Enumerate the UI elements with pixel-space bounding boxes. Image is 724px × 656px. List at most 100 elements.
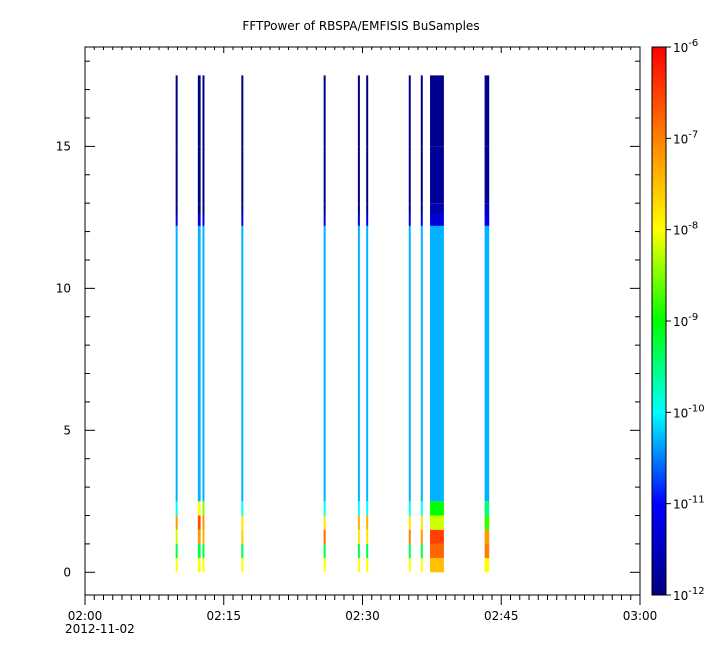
x-tick-label: 02:15 — [206, 609, 241, 623]
burst-7-bin-2 — [408, 529, 411, 544]
burst-6-bin-0 — [366, 558, 369, 573]
burst-3-bin-8 — [241, 146, 244, 204]
burst-2-bin-0 — [202, 558, 205, 573]
burst-1-bin-6 — [197, 214, 201, 226]
burst-1-bin-3 — [197, 515, 201, 530]
burst-9-bin-0 — [430, 558, 444, 573]
burst-2-bin-6 — [202, 214, 205, 226]
burst-8-bin-6 — [420, 214, 423, 226]
burst-3-bin-7 — [241, 203, 244, 215]
burst-7-bin-1 — [408, 543, 411, 559]
burst-1-bin-9 — [197, 75, 201, 147]
burst-9-bin-5 — [430, 225, 444, 502]
burst-9-bin-1 — [430, 543, 444, 559]
burst-4-bin-9 — [323, 75, 326, 147]
burst-2-bin-1 — [202, 543, 205, 559]
plot-frame — [84, 46, 641, 596]
burst-4-bin-5 — [323, 225, 326, 502]
burst-8-bin-4 — [420, 501, 423, 516]
chart-title: FFTPower of RBSPA/EMFISIS BuSamples — [242, 19, 479, 33]
burst-2-bin-2 — [202, 529, 205, 544]
burst-9-bin-7 — [430, 203, 444, 215]
burst-8-bin-0 — [420, 558, 423, 573]
burst-7-bin-6 — [408, 214, 411, 226]
burst-6-bin-4 — [366, 501, 369, 516]
burst-0-bin-9 — [175, 75, 178, 147]
burst-0-bin-7 — [175, 203, 178, 215]
burst-1-bin-5 — [197, 225, 201, 502]
burst-4-bin-4 — [323, 501, 326, 516]
spectrogram-bursts — [175, 75, 490, 573]
burst-0-bin-3 — [175, 515, 178, 530]
burst-4-bin-2 — [323, 529, 326, 544]
burst-9-bin-9 — [430, 75, 444, 147]
burst-10-bin-8 — [484, 146, 490, 204]
burst-0-bin-0 — [175, 558, 178, 573]
burst-5-bin-1 — [357, 543, 360, 559]
burst-8-bin-3 — [420, 515, 423, 530]
burst-8-bin-5 — [420, 225, 423, 502]
colorbar — [651, 46, 667, 596]
burst-3-bin-6 — [241, 214, 244, 226]
burst-3-bin-5 — [241, 225, 244, 502]
burst-0-bin-1 — [175, 543, 178, 559]
burst-2-bin-5 — [202, 225, 205, 502]
y-axis-ticks: 0 5 10 15 — [56, 60, 640, 579]
colorbar-tick-label: 10-12 — [673, 586, 705, 603]
y-tick-label: 15 — [56, 139, 71, 153]
colorbar-ticks: 10-12 10-11 10-10 10-9 10-8 10-7 10-6 — [666, 38, 705, 603]
colorbar-tick-label: 10-7 — [673, 129, 698, 146]
burst-1-bin-2 — [197, 529, 201, 544]
burst-6-bin-9 — [366, 75, 369, 147]
burst-8-bin-7 — [420, 203, 423, 215]
burst-6-bin-2 — [366, 529, 369, 544]
burst-3-bin-3 — [241, 515, 244, 530]
burst-5-bin-8 — [357, 146, 360, 204]
burst-0-bin-8 — [175, 146, 178, 204]
burst-10-bin-7 — [484, 203, 490, 215]
burst-9-bin-3 — [430, 515, 444, 530]
burst-4-bin-3 — [323, 515, 326, 530]
colorbar-tick-label: 10-10 — [673, 403, 705, 420]
burst-7-bin-0 — [408, 558, 411, 573]
x-tick-label: 02:30 — [345, 609, 380, 623]
plot-area — [85, 47, 640, 595]
burst-7-bin-8 — [408, 146, 411, 204]
burst-4-bin-6 — [323, 214, 326, 226]
burst-3-bin-4 — [241, 501, 244, 516]
burst-2-bin-9 — [202, 75, 205, 147]
burst-10-bin-1 — [484, 543, 490, 559]
burst-4-bin-7 — [323, 203, 326, 215]
burst-2-bin-7 — [202, 203, 205, 215]
burst-9-bin-8 — [430, 146, 444, 204]
burst-5-bin-4 — [357, 501, 360, 516]
burst-0-bin-6 — [175, 214, 178, 226]
colorbar-tick-label: 10-6 — [673, 38, 698, 55]
burst-5-bin-2 — [357, 529, 360, 544]
burst-9-bin-2 — [430, 529, 444, 544]
burst-8-bin-1 — [420, 543, 423, 559]
burst-5-bin-7 — [357, 203, 360, 215]
burst-7-bin-9 — [408, 75, 411, 147]
burst-2-bin-8 — [202, 146, 205, 204]
burst-6-bin-8 — [366, 146, 369, 204]
burst-5-bin-6 — [357, 214, 360, 226]
colorbar-tick-label: 10-9 — [673, 312, 698, 329]
burst-1-bin-1 — [197, 543, 201, 559]
burst-5-bin-3 — [357, 515, 360, 530]
y-tick-label: 5 — [63, 423, 71, 437]
burst-2-bin-4 — [202, 501, 205, 516]
x-tick-label: 02:00 — [68, 609, 103, 623]
burst-6-bin-7 — [366, 203, 369, 215]
burst-7-bin-7 — [408, 203, 411, 215]
burst-6-bin-5 — [366, 225, 369, 502]
burst-5-bin-0 — [357, 558, 360, 573]
burst-10-bin-5 — [484, 225, 490, 502]
burst-1-bin-7 — [197, 203, 201, 215]
burst-2-bin-3 — [202, 515, 205, 530]
burst-10-bin-6 — [484, 214, 490, 226]
burst-4-bin-1 — [323, 543, 326, 559]
burst-7-bin-3 — [408, 515, 411, 530]
burst-0-bin-5 — [175, 225, 178, 502]
burst-9-bin-4 — [430, 501, 444, 516]
